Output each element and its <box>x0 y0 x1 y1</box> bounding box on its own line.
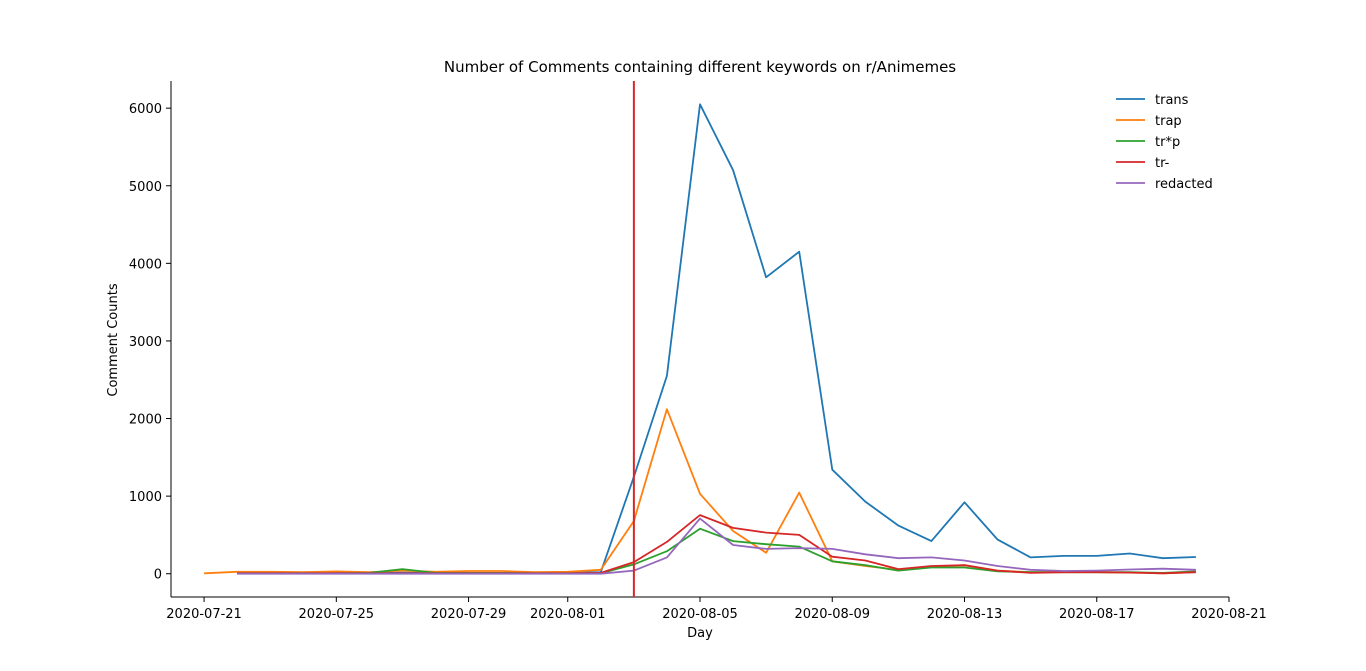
x-tick-label: 2020-08-01 <box>530 607 606 622</box>
series-line-2 <box>237 527 1196 575</box>
y-tick-label: 6000 <box>129 102 162 117</box>
x-tick-label: 2020-08-09 <box>794 607 870 622</box>
x-tick-label: 2020-07-21 <box>166 607 242 622</box>
series-line-3 <box>237 514 1196 575</box>
x-tick-label: 2020-07-25 <box>299 607 375 622</box>
y-tick-label: 3000 <box>129 335 162 350</box>
legend-label: redacted <box>1155 177 1213 192</box>
y-tick-label: 0 <box>154 568 162 583</box>
legend-label: tr- <box>1155 156 1170 171</box>
series-line-1 <box>204 408 1196 575</box>
x-tick-label: 2020-08-05 <box>662 607 738 622</box>
x-tick-label: 2020-08-17 <box>1059 607 1135 622</box>
y-tick-label: 1000 <box>129 490 162 505</box>
legend-label: trans <box>1155 93 1189 108</box>
legend-label: trap <box>1155 114 1182 129</box>
series-line-4 <box>237 517 1196 575</box>
y-axis: 0 1000 2000 3000 4000 5000 6000 <box>129 81 172 597</box>
x-tick-label: 2020-08-13 <box>927 607 1003 622</box>
x-axis: 2020-07-21 2020-07-25 2020-07-29 2020-08-01… <box>166 596 1267 622</box>
legend: trans trap tr*p tr-redacted <box>1116 93 1213 192</box>
x-tick-label: 2020-07-29 <box>431 607 507 622</box>
y-axis-label: Comment Counts <box>106 283 121 396</box>
y-tick-label: 5000 <box>129 180 162 195</box>
series-lines <box>204 103 1196 575</box>
legend-label: tr*p <box>1155 135 1180 150</box>
series-line-0 <box>237 103 1196 574</box>
chart-title: Number of Comments containing different … <box>444 58 956 76</box>
x-axis-label: Day <box>687 626 713 641</box>
y-tick-label: 2000 <box>129 413 162 428</box>
y-tick-label: 4000 <box>129 257 162 272</box>
x-tick-label: 2020-08-21 <box>1191 607 1267 622</box>
